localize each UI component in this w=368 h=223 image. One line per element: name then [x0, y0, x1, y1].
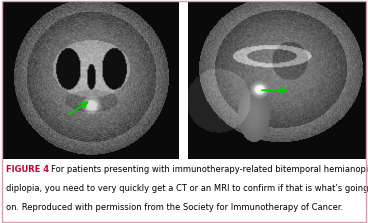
Text: FIGURE 4: FIGURE 4 [6, 165, 49, 174]
Text: diplopia, you need to very quickly get a CT or an MRI to confirm if that is what: diplopia, you need to very quickly get a… [6, 184, 368, 194]
Text: on. Reproduced with permission from the Society for Immunotherapy of Cancer.: on. Reproduced with permission from the … [6, 203, 343, 213]
Text: For patients presenting with immunotherapy-related bitemporal hemianopia or: For patients presenting with immunothera… [51, 165, 368, 174]
